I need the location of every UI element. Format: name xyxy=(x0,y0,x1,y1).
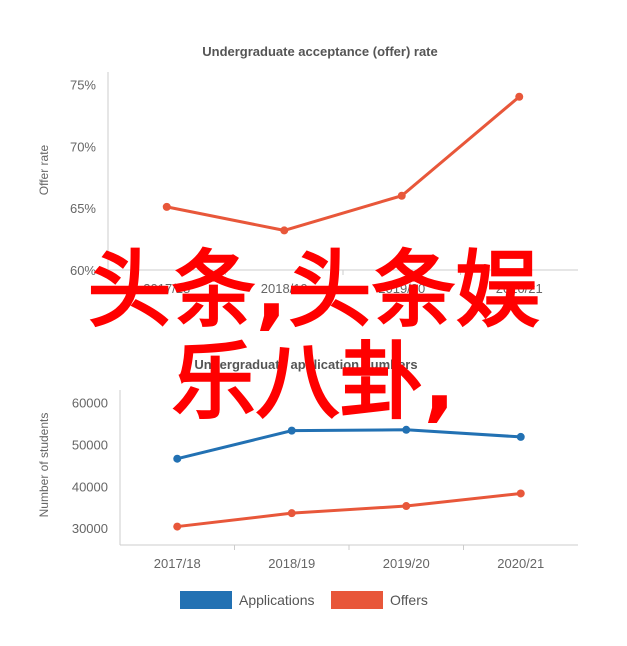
data-point[interactable] xyxy=(173,522,182,531)
applications-chart: Undergraduate application numbers Number… xyxy=(37,357,578,609)
acceptance-chart-title: Undergraduate acceptance (offer) rate xyxy=(202,44,438,59)
series-line xyxy=(166,95,521,232)
overlay-text-line-2: 乐八卦, xyxy=(171,333,456,431)
acceptance-rate-chart: Undergraduate acceptance (offer) rate Of… xyxy=(37,44,578,296)
y-tick-label: 30000 xyxy=(72,521,108,536)
series-line xyxy=(176,428,521,461)
y-tick-label: 75% xyxy=(70,77,96,92)
data-point[interactable] xyxy=(287,509,296,518)
y-tick-label: 70% xyxy=(70,139,96,154)
data-point[interactable] xyxy=(402,425,411,434)
data-point[interactable] xyxy=(287,426,296,435)
y-tick-label: 60000 xyxy=(72,396,108,411)
applications-chart-title: Undergraduate application numbers xyxy=(194,357,417,372)
y-tick-label: 40000 xyxy=(72,479,108,494)
data-point[interactable] xyxy=(516,432,525,441)
x-tick-label: 2017/18 xyxy=(143,281,190,296)
data-point[interactable] xyxy=(162,202,171,211)
y-tick-label: 60% xyxy=(70,263,96,278)
data-point[interactable] xyxy=(516,489,525,498)
x-tick-label: 2018/19 xyxy=(268,556,315,571)
applications-legend: Applications Offers xyxy=(180,591,428,609)
y-tick-label: 65% xyxy=(70,201,96,216)
x-tick-label: 2017/18 xyxy=(154,556,201,571)
x-tick-label: 2018/19 xyxy=(261,281,308,296)
legend-label: Applications xyxy=(239,592,315,608)
legend-label: Offers xyxy=(390,592,428,608)
overlay-text-line-1: 头条,头条娱 xyxy=(87,241,540,339)
x-tick-label: 2019/20 xyxy=(383,556,430,571)
y-tick-label: 50000 xyxy=(72,437,108,452)
data-point[interactable] xyxy=(280,226,289,235)
x-tick-label: 2020/21 xyxy=(497,556,544,571)
legend-swatch xyxy=(180,591,232,609)
x-tick-label: 2019/20 xyxy=(378,281,425,296)
data-point[interactable] xyxy=(515,92,524,101)
series-line xyxy=(177,491,521,529)
x-tick-label: 2020/21 xyxy=(496,281,543,296)
acceptance-y-axis-label: Offer rate xyxy=(37,144,51,195)
legend-swatch xyxy=(331,591,383,609)
data-point[interactable] xyxy=(173,454,182,463)
data-point[interactable] xyxy=(402,502,411,511)
applications-y-axis-label: Number of students xyxy=(37,413,51,518)
data-point[interactable] xyxy=(397,191,406,200)
